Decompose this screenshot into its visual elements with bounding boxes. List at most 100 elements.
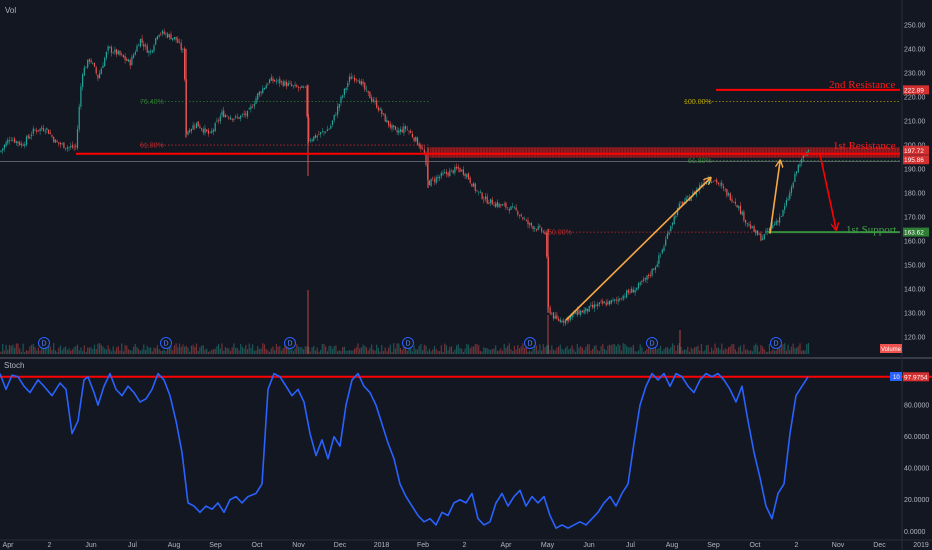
dividend-marker[interactable]	[524, 337, 536, 349]
candle-body	[66, 147, 68, 149]
volume-bar	[197, 351, 199, 354]
candle-body	[156, 36, 158, 40]
volume-bar	[719, 349, 721, 354]
candle-body	[221, 111, 223, 116]
volume-bar	[797, 346, 799, 354]
candle-body	[364, 82, 366, 90]
candle-body	[690, 197, 692, 201]
volume-bar	[741, 351, 743, 354]
volume-bar	[241, 346, 243, 354]
volume-bar	[260, 348, 262, 354]
candle-body	[388, 120, 390, 126]
volume-bar	[581, 347, 583, 354]
candle-body	[119, 50, 121, 55]
candle-body	[790, 186, 793, 193]
candle-body	[541, 228, 543, 232]
candle-body	[534, 228, 536, 229]
volume-bar	[331, 348, 334, 354]
volume-bar	[607, 345, 609, 354]
candle-body	[246, 110, 249, 117]
candle-body	[624, 296, 626, 297]
candle-body	[362, 81, 364, 84]
dividend-marker[interactable]	[38, 337, 50, 349]
volume-bar	[201, 345, 203, 354]
volume-bar	[586, 344, 589, 354]
volume-bar	[228, 348, 230, 354]
candle-body	[41, 127, 43, 130]
candle-body	[581, 310, 583, 313]
candle-body	[27, 135, 29, 138]
candle-body	[760, 233, 762, 241]
candle-body	[224, 114, 226, 118]
volume-bar	[342, 347, 344, 354]
volume-bar	[595, 345, 597, 354]
volume-bar	[362, 344, 364, 354]
volume-bar	[738, 347, 740, 354]
candle-body	[639, 282, 641, 285]
candle-body	[49, 132, 51, 134]
volume-bar	[682, 350, 684, 354]
volume-bar	[688, 351, 691, 354]
price-tick-label: 220.00	[904, 94, 926, 101]
volume-bar	[522, 343, 524, 354]
candle-body	[308, 117, 310, 142]
candle-body	[335, 114, 337, 116]
second-resistance-label: 2nd Resistance	[829, 79, 895, 91]
candle-body	[68, 147, 70, 148]
candle-body	[12, 139, 14, 141]
volume-bar	[150, 347, 152, 354]
candle-body	[651, 268, 653, 276]
candle-body	[802, 155, 804, 159]
volume-bar	[357, 343, 359, 354]
volume-bar	[456, 345, 458, 354]
volume-bar	[569, 348, 572, 354]
candle-body	[763, 234, 765, 240]
candle-body	[92, 63, 94, 64]
volume-bar	[704, 350, 706, 354]
candle-body	[359, 80, 361, 84]
candle-body	[525, 219, 527, 221]
candle-body	[571, 314, 573, 318]
price-tick-label: 180.00	[904, 190, 926, 197]
volume-bar	[20, 351, 22, 354]
volume-bar	[637, 350, 640, 354]
candle-body	[399, 129, 402, 132]
time-axis[interactable]: Apr 2 Jun Jul Aug Sep Oct Nov Dec 2018 Feb 2 Apr May J…	[3, 542, 929, 549]
candle-body	[576, 309, 578, 315]
candle-body	[537, 226, 539, 230]
candle-body	[663, 246, 665, 251]
volume-bar	[68, 348, 70, 354]
candle-body	[34, 129, 36, 131]
volume-bar	[496, 350, 498, 354]
candle-body	[461, 169, 463, 172]
candle-body	[202, 129, 204, 133]
volume-bar	[549, 350, 551, 354]
candle-body	[7, 139, 9, 144]
candle-body	[620, 299, 623, 301]
dividend-marker[interactable]	[770, 337, 782, 349]
price-tick-label: 240.00	[904, 46, 926, 53]
candle-body	[459, 168, 461, 172]
dividend-marker[interactable]	[646, 337, 658, 349]
dividend-marker[interactable]	[284, 337, 296, 349]
volume-bar	[255, 350, 257, 354]
volume-bar	[83, 345, 85, 354]
dividend-marker[interactable]	[160, 337, 172, 349]
candle-body	[275, 81, 277, 82]
candle-body	[286, 81, 288, 87]
volume-tag-label: Volume	[881, 347, 902, 353]
volume-bar	[627, 347, 629, 354]
volume-bar	[396, 343, 398, 354]
candle-body	[549, 307, 551, 314]
dividend-marker[interactable]	[402, 337, 414, 349]
volume-bar	[131, 350, 133, 354]
price-axis[interactable]: 250.00240.00230.00220.00210.00200.00190.…	[904, 22, 929, 535]
candle-body	[585, 307, 587, 312]
volume-bar	[729, 346, 731, 354]
stoch-interval-tag[interactable]	[890, 372, 902, 381]
candle-body	[524, 218, 526, 220]
volume-bar	[503, 343, 505, 354]
